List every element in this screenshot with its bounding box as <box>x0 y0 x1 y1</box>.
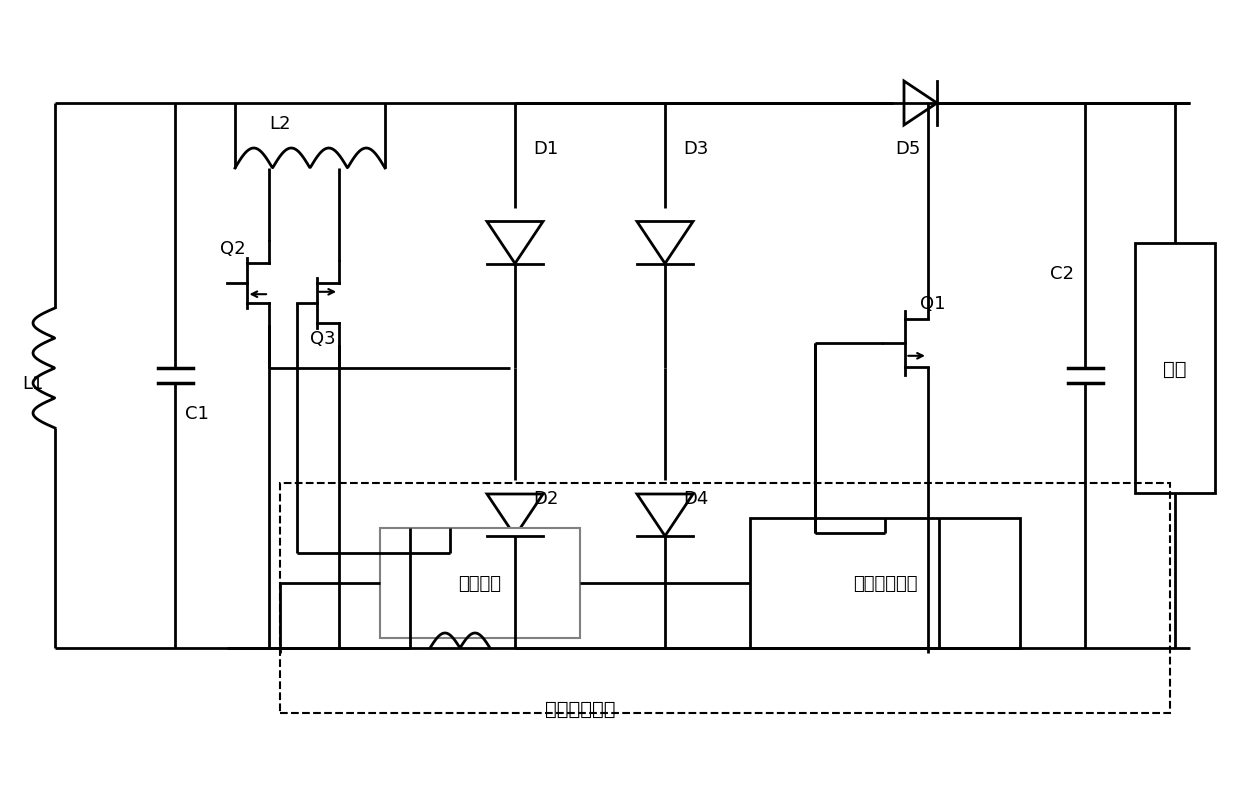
Text: 检测驱动电路: 检测驱动电路 <box>544 699 615 718</box>
Text: D2: D2 <box>533 489 558 507</box>
Text: D4: D4 <box>683 489 708 507</box>
Text: C2: C2 <box>1050 265 1074 283</box>
Bar <box>280 483 1171 713</box>
Text: 驱动电路: 驱动电路 <box>459 574 501 593</box>
Text: L1: L1 <box>22 374 43 393</box>
Bar <box>750 519 1021 648</box>
Text: Q1: Q1 <box>920 295 946 312</box>
Text: Q2: Q2 <box>219 240 246 258</box>
Text: 负载: 负载 <box>1163 359 1187 378</box>
Text: D5: D5 <box>895 140 920 158</box>
Text: 电压采样电路: 电压采样电路 <box>853 574 918 593</box>
Bar <box>379 528 580 638</box>
Bar <box>1135 243 1215 493</box>
Text: L2: L2 <box>269 115 290 132</box>
Text: D3: D3 <box>683 140 708 158</box>
Text: Q3: Q3 <box>310 329 336 348</box>
Text: C1: C1 <box>185 405 208 422</box>
Text: D1: D1 <box>533 140 558 158</box>
